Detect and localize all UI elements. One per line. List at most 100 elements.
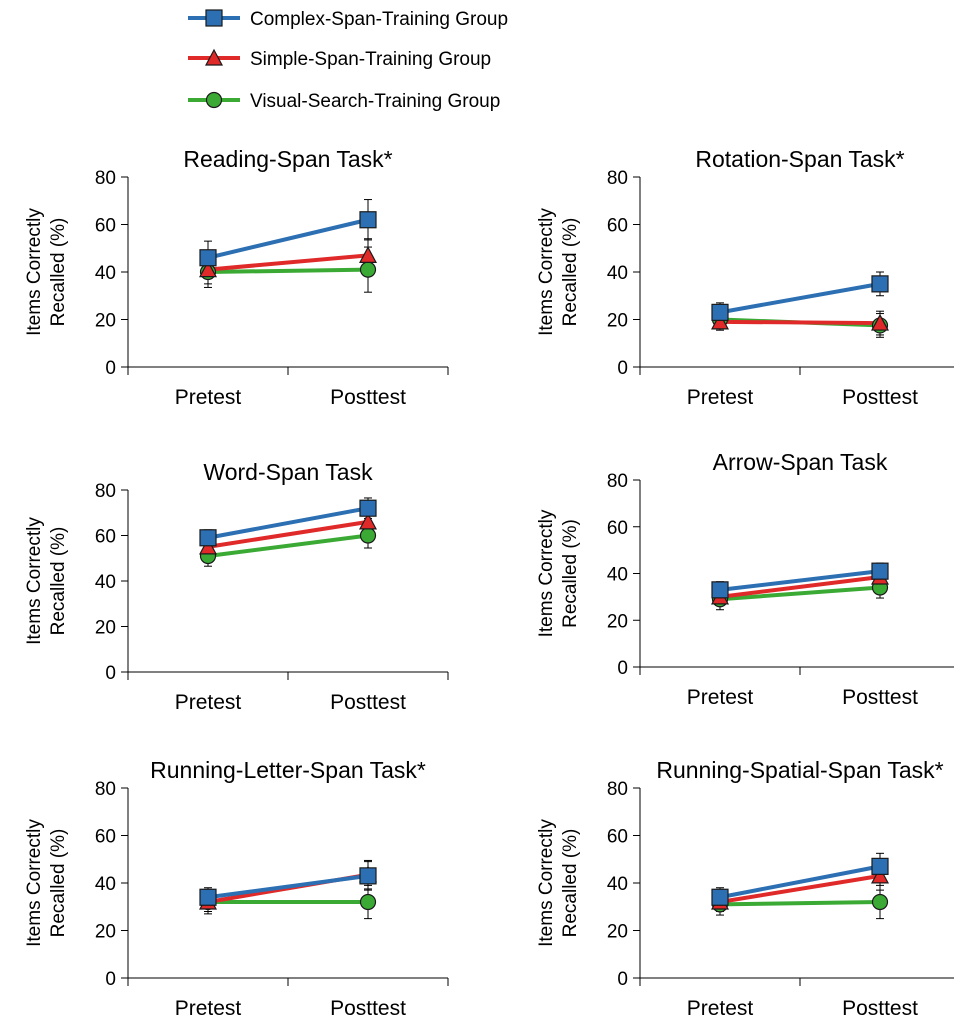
y-tick-label: 80	[607, 779, 628, 800]
data-point	[871, 857, 889, 875]
series-line	[719, 873, 881, 904]
series-line	[719, 585, 881, 602]
y-tick-label: 20	[607, 311, 628, 332]
y-axis-label-line: Items Correctly	[24, 517, 45, 645]
chart-panel: Rotation-Span Task* Items Correctly Recall…	[536, 146, 954, 409]
x-tick-label: Posttest	[330, 691, 406, 714]
series-line	[207, 267, 369, 274]
x-tick-label: Pretest	[175, 997, 242, 1019]
legend-item: Simple-Span-Training Group	[188, 48, 491, 70]
y-tick-label: 0	[105, 969, 116, 990]
series-line	[719, 319, 881, 326]
y-tick-label: 20	[607, 922, 628, 943]
y-tick-label: 40	[95, 572, 116, 593]
legend-marker	[205, 48, 223, 66]
y-axis-label-line: Items Correctly	[536, 819, 557, 947]
x-tick-label: Posttest	[842, 997, 918, 1019]
y-axis-label-line: Recalled (%)	[48, 218, 69, 327]
y-axis-label: Items Correctly Recalled (%)	[536, 509, 581, 637]
y-tick-label: 40	[607, 263, 628, 284]
y-tick-label: 80	[607, 471, 628, 492]
data-point	[359, 261, 377, 278]
y-axis-label-line: Recalled (%)	[48, 527, 69, 636]
legend-label: Visual-Search-Training Group	[250, 91, 500, 112]
series-line	[719, 900, 881, 907]
y-axis-label-line: Items Correctly	[24, 819, 45, 947]
data-point	[359, 893, 377, 911]
data-point	[359, 867, 377, 885]
y-tick-label: 40	[95, 263, 116, 284]
y-axis-label: Items Correctly Recalled (%)	[24, 819, 69, 947]
y-axis-label-line: Items Correctly	[24, 208, 45, 336]
data-point	[871, 313, 889, 331]
y-tick-label: 80	[607, 168, 628, 189]
y-axis-label: Items Correctly Recalled (%)	[536, 819, 581, 947]
x-tick-label: Posttest	[842, 386, 918, 409]
y-tick-label: 20	[95, 922, 116, 943]
chart-title: Reading-Span Task*	[183, 146, 392, 172]
y-tick-label: 60	[95, 827, 116, 848]
data-point	[359, 246, 377, 263]
x-tick-label: Pretest	[175, 386, 242, 409]
series-line	[719, 569, 881, 592]
series-line	[207, 253, 369, 272]
y-tick-label: 40	[95, 874, 116, 895]
chart-title: Running-Spatial-Span Task*	[656, 757, 943, 783]
y-axis-label: Items Correctly Recalled (%)	[536, 208, 581, 336]
legend-label: Simple-Span-Training Group	[250, 49, 491, 70]
y-tick-label: 60	[95, 527, 116, 548]
y-axis-label-line: Recalled (%)	[560, 519, 581, 628]
series-line	[207, 217, 369, 260]
y-tick-label: 20	[95, 311, 116, 332]
series-line	[207, 506, 369, 540]
x-tick-label: Posttest	[842, 686, 918, 709]
y-tick-label: 60	[607, 216, 628, 237]
series-line	[207, 873, 369, 900]
chart-panel: Reading-Span Task* Items Correctly Recalle…	[24, 146, 449, 409]
y-tick-label: 40	[607, 565, 628, 586]
data-point	[871, 893, 889, 911]
data-point	[359, 512, 377, 530]
series-line	[719, 864, 881, 900]
y-tick-label: 0	[105, 663, 116, 684]
x-tick-label: Pretest	[687, 997, 754, 1019]
data-point	[871, 562, 889, 580]
chart-panel: Running-Letter-Span Task* Items Correctly…	[24, 757, 449, 1019]
data-point	[359, 499, 377, 517]
chart-title: Running-Letter-Span Task*	[150, 757, 426, 783]
series-line	[719, 281, 881, 315]
data-point	[199, 529, 217, 547]
chart-panel: Word-Span Task Items Correctly Recalled (%…	[24, 459, 449, 714]
x-tick-label: Pretest	[687, 386, 754, 409]
y-tick-label: 0	[617, 969, 628, 990]
chart-title: Arrow-Span Task	[713, 449, 888, 475]
y-tick-label: 60	[607, 827, 628, 848]
y-tick-label: 60	[607, 518, 628, 539]
y-axis-label-line: Items Correctly	[536, 509, 557, 637]
data-point	[359, 211, 377, 229]
y-axis-label-line: Recalled (%)	[48, 829, 69, 938]
series-line	[207, 533, 369, 558]
legend: Complex-Span-Training Group Simple-Span-T…	[188, 9, 508, 112]
chart-title: Rotation-Span Task*	[695, 146, 904, 172]
data-point	[199, 260, 217, 278]
x-tick-label: Pretest	[687, 686, 754, 709]
legend-item: Visual-Search-Training Group	[188, 91, 500, 112]
data-point	[711, 312, 729, 330]
legend-label: Complex-Span-Training Group	[250, 9, 508, 30]
y-tick-label: 20	[95, 618, 116, 639]
x-tick-label: Posttest	[330, 997, 406, 1019]
y-tick-label: 20	[607, 611, 628, 632]
y-tick-label: 40	[607, 874, 628, 895]
chart-panel: Running-Spatial-Span Task* Items Correctl…	[536, 757, 954, 1019]
y-tick-label: 80	[95, 779, 116, 800]
data-point	[711, 581, 729, 599]
y-tick-label: 0	[617, 358, 628, 379]
y-axis-label: Items Correctly Recalled (%)	[24, 208, 69, 336]
y-tick-label: 60	[95, 216, 116, 237]
data-point	[711, 888, 729, 906]
x-tick-label: Pretest	[175, 691, 242, 714]
chart-panels: Reading-Span Task*Items Correctly Recalle…	[24, 146, 954, 1019]
y-axis-label-line: Items Correctly	[536, 208, 557, 336]
